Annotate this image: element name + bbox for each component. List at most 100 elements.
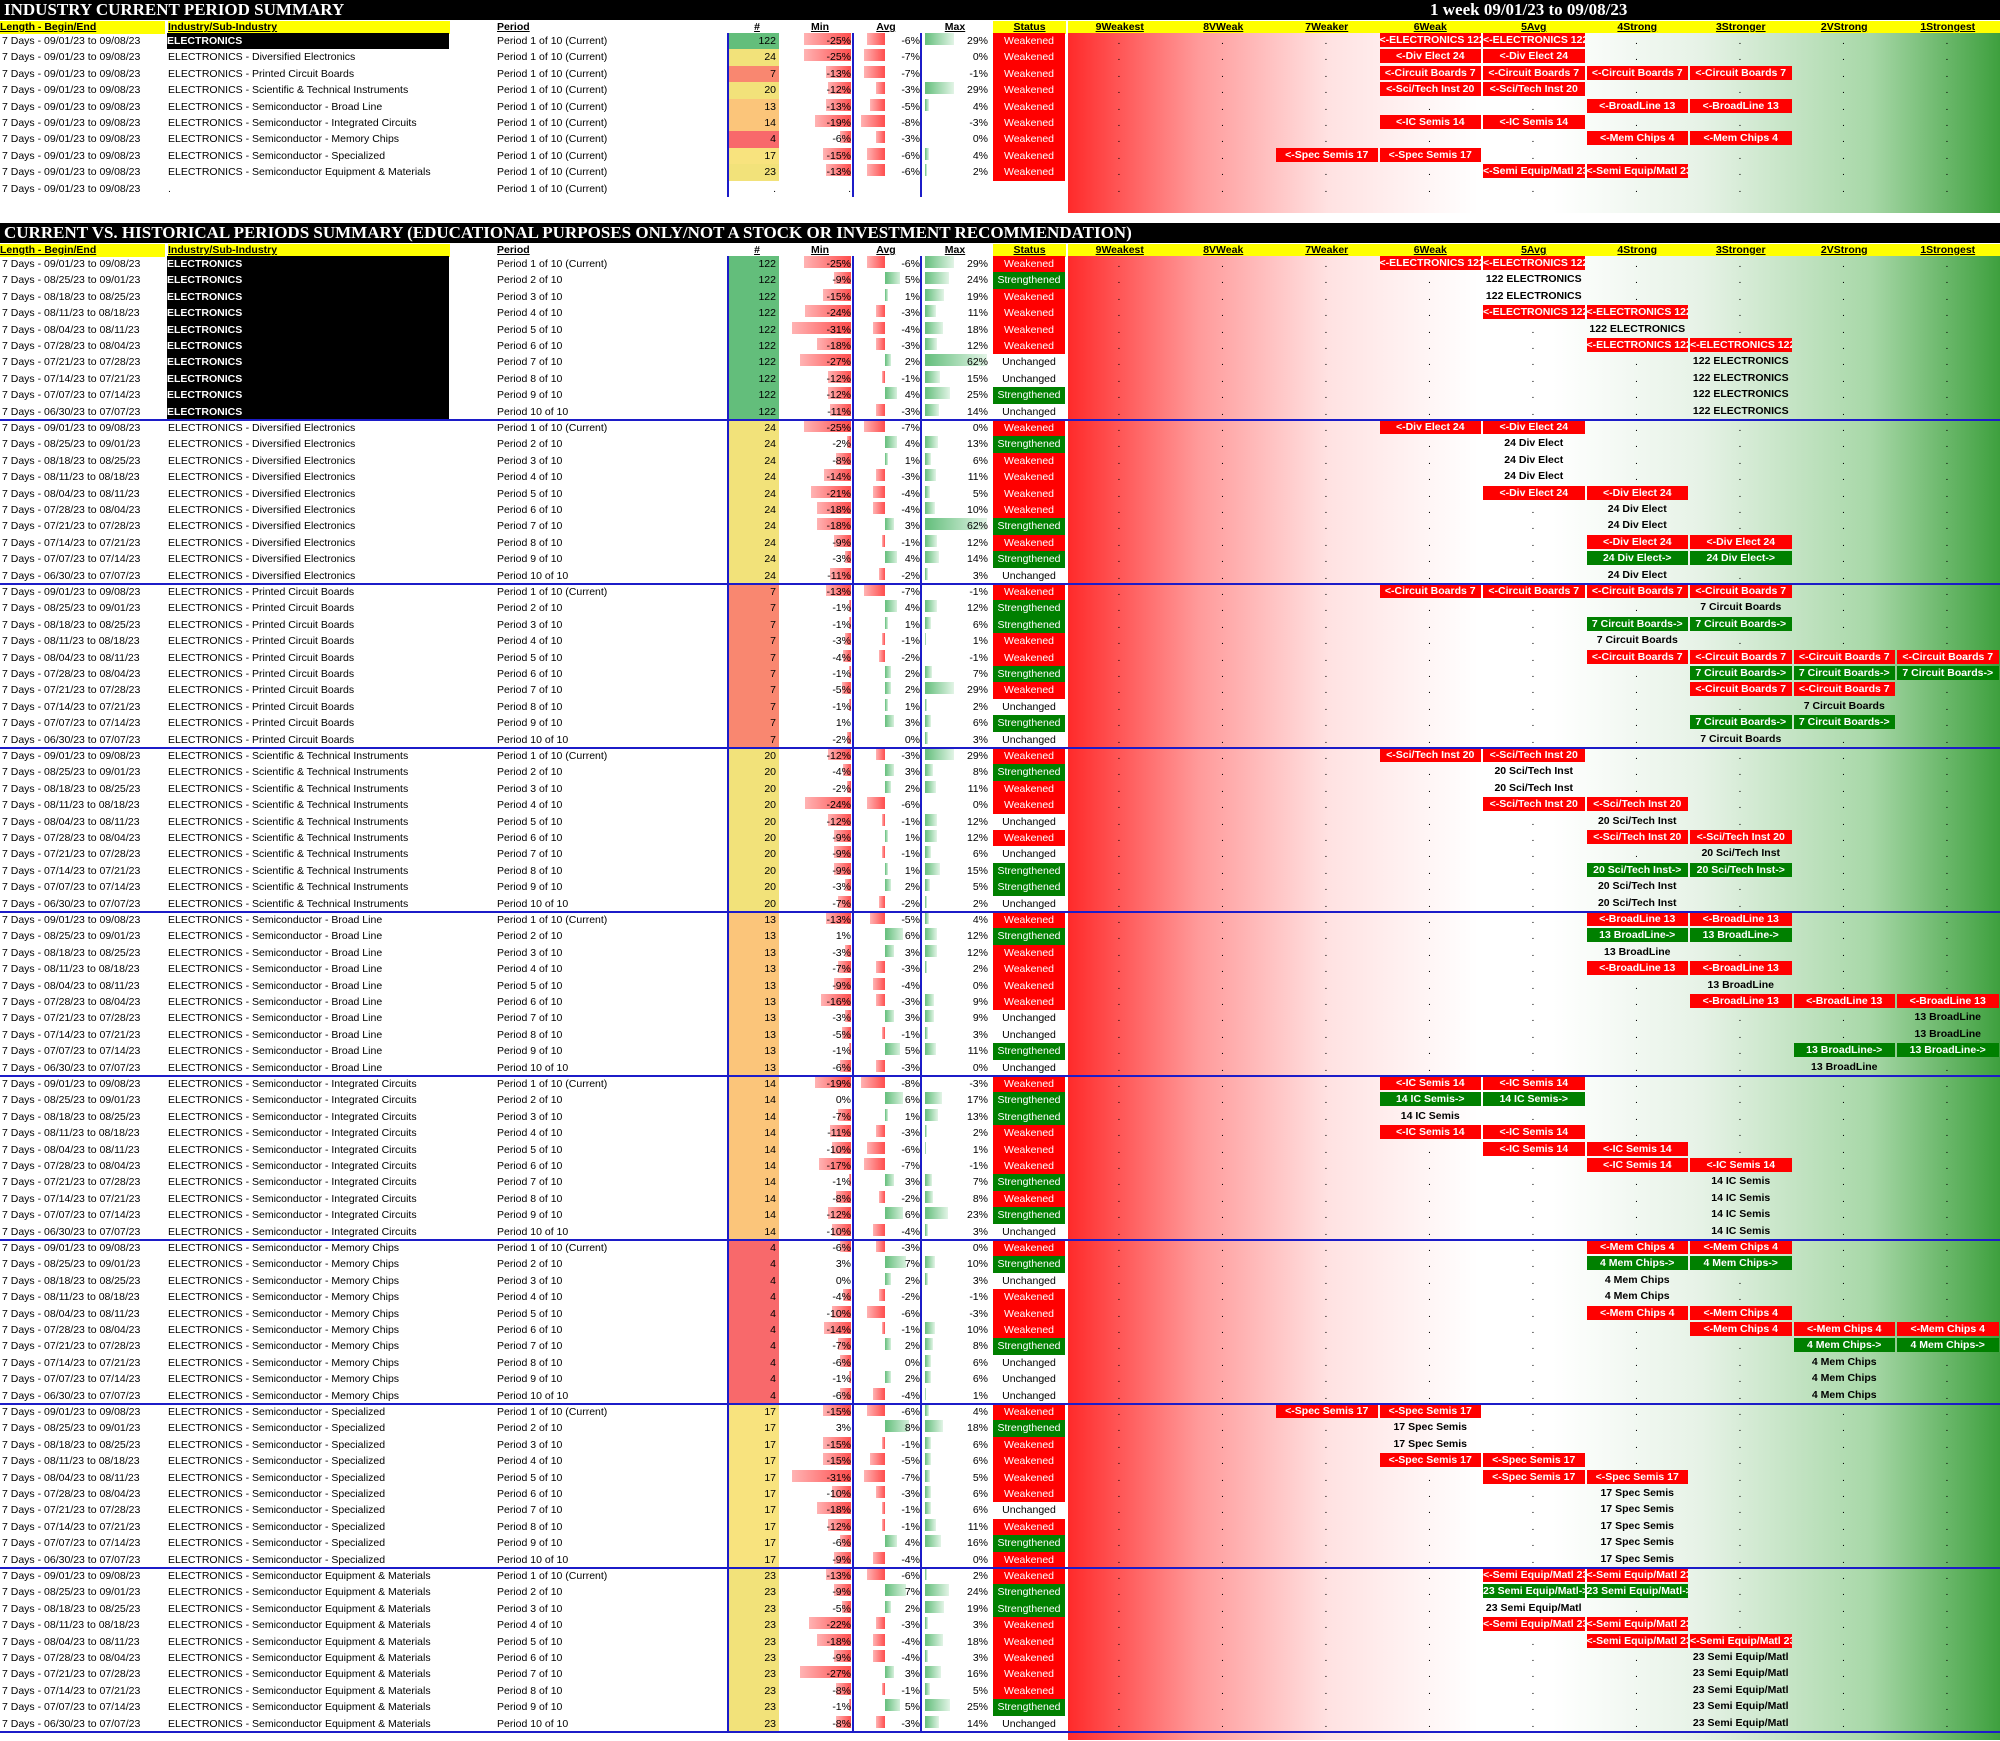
count-cell: 122 [727, 256, 779, 273]
min-bar [843, 1289, 851, 1302]
industry-cell: ELECTRONICS - Semiconductor - Broad Line [168, 996, 383, 1008]
industry-cell: ELECTRONICS - Semiconductor - Integrated… [168, 1094, 417, 1107]
strength-pill: <-Circuit Boards 7 [1483, 584, 1585, 598]
max-cell: 6% [972, 454, 988, 467]
empty-cell-dot: . [1842, 438, 1845, 451]
max-cell: 12% [966, 832, 988, 844]
avg-bar [882, 813, 885, 826]
empty-cell-dot: . [1945, 504, 1949, 516]
empty-cell-dot: . [1842, 117, 1845, 129]
strength-pill: 122 ELECTRONICS [1692, 388, 1789, 401]
empty-cell-dot: . [1738, 1438, 1742, 1451]
current-row: 7 Days - 09/01/23 to 09/08/23 ELECTRONICS… [0, 82, 2000, 99]
avg-cell: 3% [904, 1668, 920, 1681]
empty-cell-dot: . [1324, 1340, 1328, 1353]
min-cell: -2% [832, 438, 851, 451]
avg-cell: -4% [901, 1553, 920, 1566]
min-bar [826, 912, 851, 924]
empty-cell-dot: . [1635, 782, 1638, 795]
status-cell: Unchanged [993, 354, 1065, 371]
empty-cell-dot: . [1221, 1389, 1224, 1402]
empty-cell-dot: . [1531, 1684, 1535, 1697]
empty-cell-dot: . [1635, 1422, 1638, 1435]
empty-cell-dot: . [1221, 733, 1224, 746]
empty-cell-dot: . [1221, 1684, 1224, 1697]
period-cell: Period 10 of 10 [497, 1717, 569, 1730]
empty-cell-dot: . [1635, 1045, 1638, 1058]
empty-cell-dot: . [1117, 1094, 1121, 1107]
max-cell: -3% [969, 1307, 988, 1320]
strength-pill: 7 Circuit Boards [1700, 732, 1782, 745]
empty-cell-dot: . [1531, 569, 1535, 582]
max-cell: 3% [972, 733, 988, 746]
min-cell: -19% [826, 1078, 851, 1090]
empty-cell-dot: . [1324, 684, 1328, 697]
empty-cell-dot: . [1324, 117, 1328, 129]
empty-cell-dot: . [1117, 1668, 1121, 1681]
min-bar [830, 403, 851, 416]
empty-cell-dot: . [1531, 1406, 1535, 1418]
empty-cell-dot: . [1635, 750, 1638, 762]
empty-cell-dot: . [1324, 602, 1328, 615]
empty-cell-dot: . [1945, 569, 1949, 582]
max-bar [925, 1207, 948, 1220]
industry-cell: ELECTRONICS [167, 354, 449, 371]
empty-cell-dot: . [1842, 356, 1845, 369]
period-cell: Period 2 of 10 [497, 438, 563, 451]
history-row: 7 Days - 07/21/23 to 07/28/23 ELECTRONICS… [0, 518, 2000, 535]
max-bar [925, 518, 987, 531]
min-cell: -25% [826, 35, 851, 47]
empty-cell-dot: . [1738, 1061, 1742, 1074]
strength-pill: 13 BroadLine [1810, 1060, 1878, 1073]
empty-cell-dot: . [1945, 864, 1949, 877]
history-row: 7 Days - 08/18/23 to 08/25/23 ELECTRONICS… [0, 1272, 2000, 1290]
empty-cell-dot: . [1531, 1061, 1535, 1074]
empty-cell-dot: . [1531, 133, 1535, 146]
max-bar [925, 452, 931, 465]
count-cell: 24 [727, 551, 779, 568]
period-cell: Period 3 of 10 [497, 1274, 563, 1287]
empty-cell-dot: . [1221, 1701, 1224, 1714]
count-cell: 14 [727, 115, 779, 132]
strength-pill: 24 Div Elect [1504, 437, 1564, 450]
empty-cell-dot: . [1738, 700, 1742, 713]
empty-cell-dot: . [1221, 897, 1224, 910]
empty-cell-dot: . [1428, 700, 1431, 713]
length-cell: 7 Days - 07/07/23 to 07/14/23 [2, 1373, 141, 1386]
empty-cell-dot: . [1531, 684, 1535, 697]
empty-cell-dot: . [1428, 100, 1431, 113]
min-cell: . [848, 182, 851, 195]
empty-cell-dot: . [1324, 290, 1328, 303]
min-cell: -1% [832, 618, 851, 631]
history-row: 7 Days - 08/18/23 to 08/25/23 ELECTRONICS… [0, 780, 2000, 798]
empty-cell-dot: . [1738, 1274, 1742, 1287]
empty-cell-dot: . [1842, 51, 1845, 64]
max-bar [925, 813, 937, 826]
empty-cell-dot: . [1842, 1274, 1845, 1287]
empty-cell-dot: . [1221, 438, 1224, 451]
max-bar [925, 567, 928, 580]
empty-cell-dot: . [1324, 258, 1328, 270]
status-cell: Weakened [993, 780, 1065, 798]
avg-bar [885, 436, 897, 449]
empty-cell-dot: . [1428, 553, 1431, 566]
length-cell: 7 Days - 06/30/23 to 07/07/23 [2, 405, 141, 418]
empty-cell-dot: . [1428, 1570, 1431, 1582]
status-cell: Unchanged [993, 846, 1065, 863]
empty-cell-dot: . [1428, 848, 1431, 861]
empty-cell-dot: . [1738, 1045, 1742, 1058]
avg-cell: 4% [904, 1537, 920, 1550]
empty-cell-dot: . [1842, 963, 1845, 976]
empty-cell-dot: . [1324, 914, 1328, 926]
empty-cell-dot: . [1324, 1192, 1328, 1205]
length-cell: 7 Days - 09/01/23 to 09/08/23 [2, 182, 141, 195]
length-cell: 7 Days - 08/18/23 to 08/25/23 [2, 946, 141, 959]
period-header: Period [497, 244, 530, 256]
length-cell: 7 Days - 06/30/23 to 07/07/23 [2, 1717, 141, 1730]
empty-cell-dot: . [1842, 67, 1845, 80]
length-cell: 7 Days - 07/28/23 to 08/04/23 [2, 832, 141, 844]
period-cell: Period 8 of 10 [497, 864, 563, 877]
empty-cell-dot: . [1635, 405, 1638, 418]
empty-cell-dot: . [1324, 100, 1328, 113]
status-cell: Weakened [993, 256, 1065, 273]
